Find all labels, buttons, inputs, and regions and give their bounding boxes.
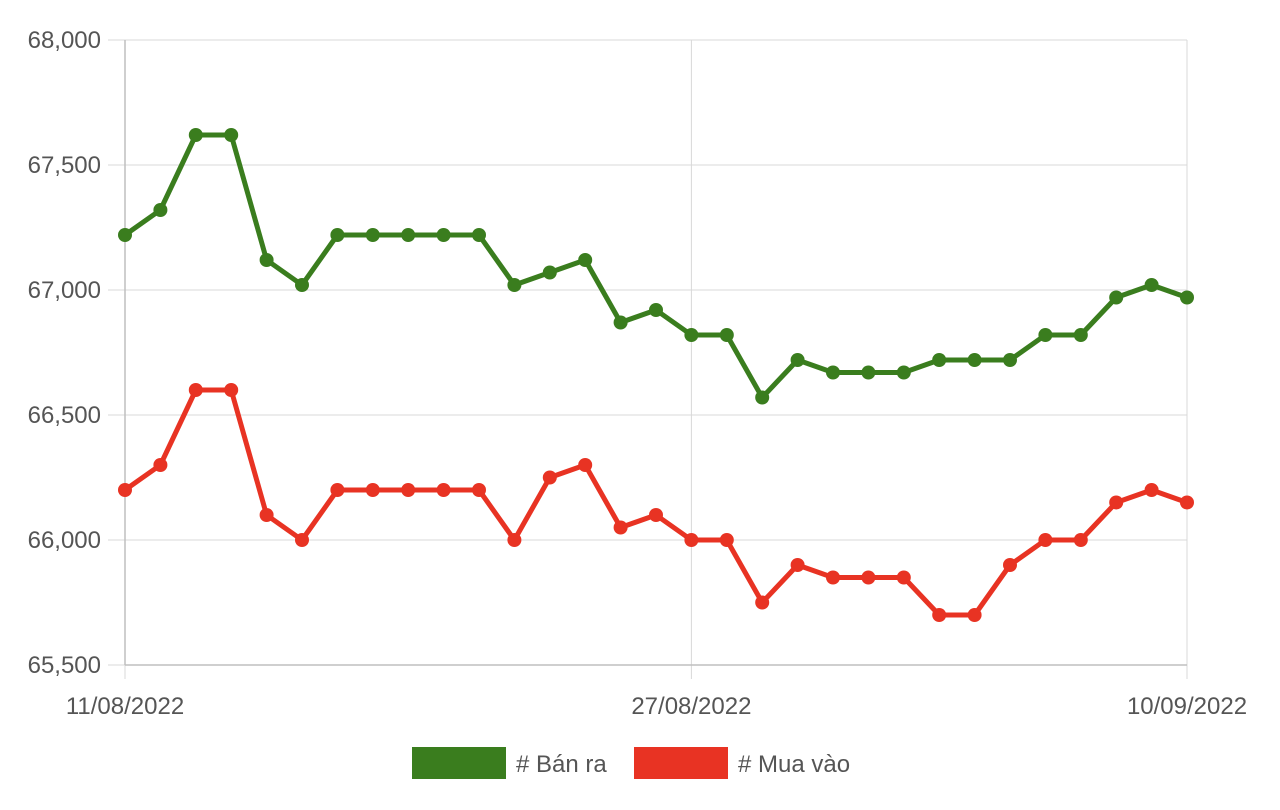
data-point[interactable]: [790, 558, 805, 572]
data-point[interactable]: [649, 303, 663, 317]
data-point[interactable]: [1073, 328, 1088, 342]
data-point[interactable]: [861, 570, 876, 585]
axis-layer: 68,000 67,500 67,000 66,500 66,000 65,500 11/0…: [28, 27, 1247, 720]
data-point[interactable]: [542, 265, 557, 280]
data-point[interactable]: [932, 608, 947, 622]
data-point[interactable]: [932, 353, 947, 367]
data-point[interactable]: [1073, 533, 1088, 547]
legend: # Bán ra # Mua vào: [412, 747, 850, 779]
x-tick-label: 27/08/2022: [631, 693, 751, 720]
data-point[interactable]: [719, 533, 734, 547]
data-point[interactable]: [826, 365, 840, 380]
series-2: [118, 383, 1194, 622]
series-line: [122, 132, 1190, 400]
data-point[interactable]: [224, 128, 239, 142]
y-tick-label: 66,500: [28, 402, 101, 429]
y-tick-label: 66,000: [28, 527, 101, 554]
data-point[interactable]: [330, 228, 345, 242]
data-point[interactable]: [755, 595, 770, 610]
series-1: [118, 128, 1194, 405]
data-point[interactable]: [896, 570, 911, 585]
data-point[interactable]: [472, 228, 486, 242]
data-point[interactable]: [330, 483, 345, 497]
data-point[interactable]: [967, 353, 982, 367]
series-line: [122, 387, 1190, 618]
data-point[interactable]: [578, 253, 593, 267]
data-point[interactable]: [1144, 483, 1159, 497]
data-point[interactable]: [153, 458, 168, 472]
data-point[interactable]: [719, 328, 734, 342]
data-point[interactable]: [472, 483, 486, 497]
data-point[interactable]: [649, 508, 663, 522]
data-point[interactable]: [188, 383, 203, 397]
data-point[interactable]: [896, 365, 911, 380]
legend-label: # Mua vào: [738, 751, 850, 778]
legend-item[interactable]: # Bán ra: [412, 747, 607, 779]
data-point[interactable]: [1109, 290, 1124, 305]
data-point[interactable]: [188, 128, 203, 142]
y-tick-label: 67,500: [28, 152, 101, 179]
y-tick-label: 68,000: [28, 27, 101, 54]
data-point[interactable]: [967, 608, 982, 622]
data-point[interactable]: [1180, 290, 1194, 305]
data-point[interactable]: [436, 483, 451, 497]
legend-item[interactable]: # Mua vào: [634, 747, 850, 779]
legend-swatch: [412, 747, 506, 779]
data-point[interactable]: [153, 203, 168, 217]
y-tick-label: 67,000: [28, 277, 101, 304]
data-point[interactable]: [861, 365, 876, 380]
data-point[interactable]: [1003, 558, 1017, 572]
data-point[interactable]: [1180, 495, 1194, 510]
data-point[interactable]: [259, 508, 274, 522]
data-point[interactable]: [507, 533, 522, 547]
data-point[interactable]: [295, 533, 309, 547]
data-point[interactable]: [1038, 533, 1053, 547]
data-point[interactable]: [542, 470, 557, 485]
data-point[interactable]: [790, 353, 805, 367]
grid-layer: [108, 39, 1188, 679]
data-point[interactable]: [295, 278, 309, 292]
data-point[interactable]: [613, 520, 628, 535]
data-point[interactable]: [401, 483, 416, 497]
data-point[interactable]: [1003, 353, 1017, 367]
data-point[interactable]: [684, 533, 699, 547]
x-tick-label: 10/09/2022: [1127, 693, 1247, 720]
data-point[interactable]: [507, 278, 522, 292]
legend-swatch: [634, 747, 728, 779]
data-point[interactable]: [578, 458, 593, 472]
data-point[interactable]: [613, 315, 628, 330]
data-point[interactable]: [365, 483, 380, 497]
data-point[interactable]: [118, 483, 132, 497]
data-point[interactable]: [684, 328, 699, 342]
data-point[interactable]: [1109, 495, 1124, 510]
legend-label: # Bán ra: [516, 751, 607, 778]
data-point[interactable]: [1038, 328, 1053, 342]
data-point[interactable]: [436, 228, 451, 242]
data-point[interactable]: [224, 383, 239, 397]
data-point[interactable]: [259, 253, 274, 267]
x-tick-label: 11/08/2022: [66, 693, 184, 720]
data-point[interactable]: [118, 228, 132, 242]
data-point[interactable]: [826, 570, 840, 585]
data-point[interactable]: [1144, 278, 1159, 292]
series-layer: [118, 128, 1194, 622]
y-tick-label: 65,500: [28, 652, 101, 679]
data-point[interactable]: [755, 390, 770, 405]
data-point[interactable]: [365, 228, 380, 242]
data-point[interactable]: [401, 228, 416, 242]
